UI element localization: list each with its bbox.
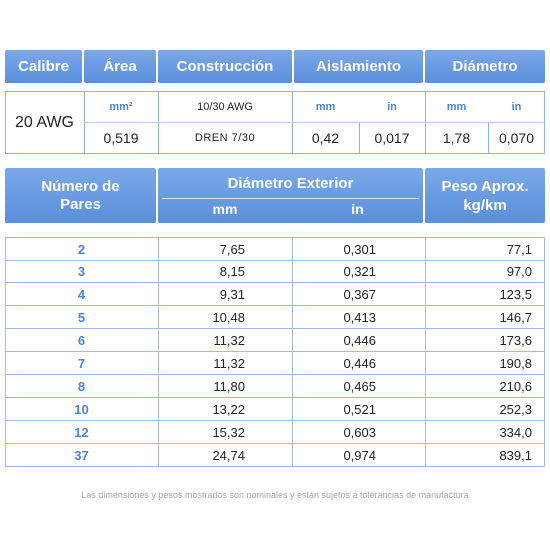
in-cell: 0,321	[343, 263, 376, 279]
header-diametro-exterior: Diámetro Exterior mm in	[158, 168, 423, 223]
construccion-line1: 10/30 AWG	[197, 100, 253, 113]
pairs-cell: 4	[77, 286, 86, 302]
header-construccion: Construcción	[158, 50, 292, 83]
in-cell: 0,603	[343, 424, 376, 440]
pairs-cell: 37	[74, 447, 89, 463]
mm-cell: 11,32	[213, 355, 245, 371]
peso-cell: 146,7	[499, 309, 532, 325]
mm-cell: 7,65	[219, 241, 245, 257]
pairs-cell: 2	[77, 241, 86, 257]
header-numero-pares: Número de Pares	[5, 168, 156, 223]
mm-cell: 15,32	[212, 424, 245, 440]
aislamiento-unit-in: in	[387, 100, 397, 113]
in-cell: 0,446	[343, 355, 376, 371]
mm-cell: 11,80	[213, 378, 245, 394]
table-row: 37 24,74 0,974 839,1	[5, 444, 545, 467]
mm-cell: 10,48	[212, 309, 245, 325]
diametro-unit-in: in	[511, 100, 522, 113]
aislamiento-unit-mm: mm	[315, 100, 336, 113]
calibre-value: 20 AWG	[15, 113, 74, 131]
peso-cell: 210,6	[499, 378, 532, 394]
table-row: 2 7,65 0,301 77,1	[5, 237, 545, 261]
peso-cell: 123,5	[499, 286, 532, 302]
in-cell: 0,413	[343, 309, 376, 325]
pairs-cell: 5	[77, 309, 86, 325]
header-peso: Peso Aprox. kg/km	[425, 168, 545, 223]
in-cell: 0,301	[343, 241, 376, 257]
table-row: 10 13,22 0,521 252,3	[5, 398, 545, 421]
mm-cell: 9,31	[219, 286, 245, 302]
aislamiento-in: 0,017	[374, 130, 410, 146]
table-row: 8 11,80 0,465 210,6	[5, 375, 545, 398]
footer-note: Las dimensiones y pesos mostrados son no…	[81, 490, 469, 500]
header-mm: mm	[212, 201, 238, 217]
peso-cell: 252,3	[499, 401, 532, 417]
area-unit: mm²	[109, 100, 133, 113]
table-row: 7 11,32 0,446 190,8	[5, 352, 545, 375]
header-area: Área	[84, 50, 156, 83]
pairs-cell: 7	[77, 355, 86, 371]
diametro-mm: 1,78	[442, 130, 471, 146]
diametro-in: 0,070	[498, 130, 535, 146]
aislamiento-mm: 0,42	[311, 130, 340, 146]
diametro-unit-mm: mm	[446, 100, 467, 113]
table-row: 12 15,32 0,603 334,0	[5, 421, 545, 444]
mm-cell: 24,74	[212, 447, 245, 463]
peso-cell: 839,1	[499, 447, 532, 463]
pairs-cell: 10	[74, 401, 89, 417]
area-value: 0,519	[103, 130, 139, 146]
peso-cell: 334,0	[499, 424, 532, 440]
pairs-cell: 3	[77, 263, 86, 279]
peso-cell: 190,8	[499, 355, 532, 371]
pairs-cell: 8	[77, 378, 86, 394]
header-calibre: Calibre	[5, 50, 82, 83]
pairs-cell: 12	[74, 424, 89, 440]
peso-cell: 77,1	[506, 241, 532, 257]
pairs-cell: 6	[77, 332, 86, 348]
table-row: 5 10,48 0,413 146,7	[5, 306, 545, 329]
in-cell: 0,465	[343, 378, 376, 394]
header-in: in	[351, 201, 364, 217]
peso-cell: 97,0	[506, 263, 532, 279]
in-cell: 0,974	[343, 447, 376, 463]
mm-cell: 8,15	[219, 263, 245, 279]
header-aislamiento: Aislamiento	[294, 50, 423, 83]
table-row: 4 9,31 0,367 123,5	[5, 283, 545, 306]
table-row: 6 11,32 0,446 173,6	[5, 329, 545, 352]
construccion-line2: DREN 7/30	[194, 132, 256, 144]
in-cell: 0,367	[343, 286, 376, 302]
header-diametro: Diámetro	[425, 50, 545, 83]
in-cell: 0,446	[343, 332, 376, 348]
mm-cell: 13,22	[212, 401, 245, 417]
table-row: 3 8,15 0,321 97,0	[5, 260, 545, 283]
in-cell: 0,521	[343, 401, 376, 417]
mm-cell: 11,32	[213, 332, 245, 348]
peso-cell: 173,6	[499, 332, 532, 348]
